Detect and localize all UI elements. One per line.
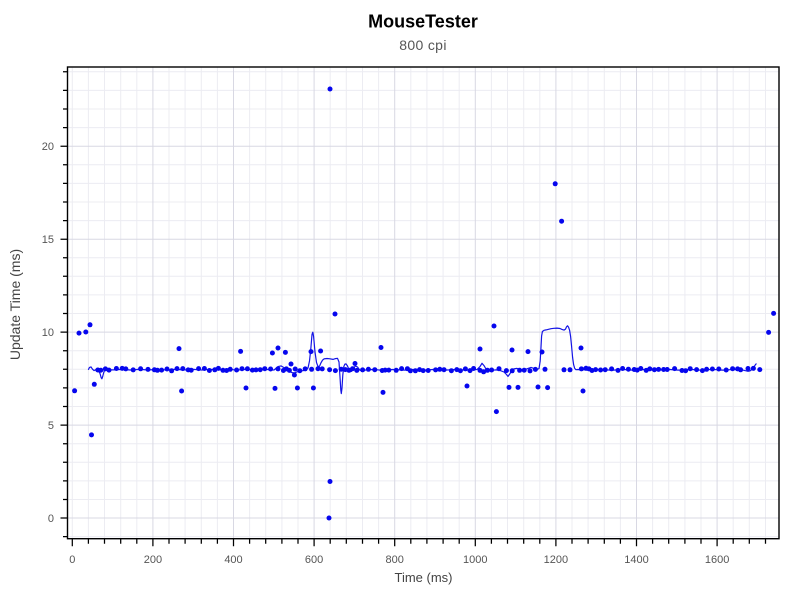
svg-text:MouseTester: MouseTester bbox=[368, 12, 478, 32]
svg-text:20: 20 bbox=[42, 141, 54, 153]
svg-text:5: 5 bbox=[48, 420, 54, 432]
svg-text:Time (ms): Time (ms) bbox=[394, 570, 452, 585]
svg-text:10: 10 bbox=[42, 327, 54, 339]
svg-text:1000: 1000 bbox=[463, 554, 487, 566]
svg-text:800: 800 bbox=[386, 554, 404, 566]
svg-text:200: 200 bbox=[144, 554, 162, 566]
svg-text:1400: 1400 bbox=[624, 554, 648, 566]
svg-text:600: 600 bbox=[305, 554, 323, 566]
svg-text:800 cpi: 800 cpi bbox=[399, 37, 447, 53]
svg-text:400: 400 bbox=[224, 554, 242, 566]
svg-text:1600: 1600 bbox=[705, 554, 729, 566]
svg-text:0: 0 bbox=[69, 554, 75, 566]
svg-text:Update Time (ms): Update Time (ms) bbox=[7, 249, 23, 360]
svg-text:15: 15 bbox=[42, 234, 54, 246]
svg-text:1200: 1200 bbox=[544, 554, 568, 566]
svg-text:0: 0 bbox=[48, 513, 54, 525]
